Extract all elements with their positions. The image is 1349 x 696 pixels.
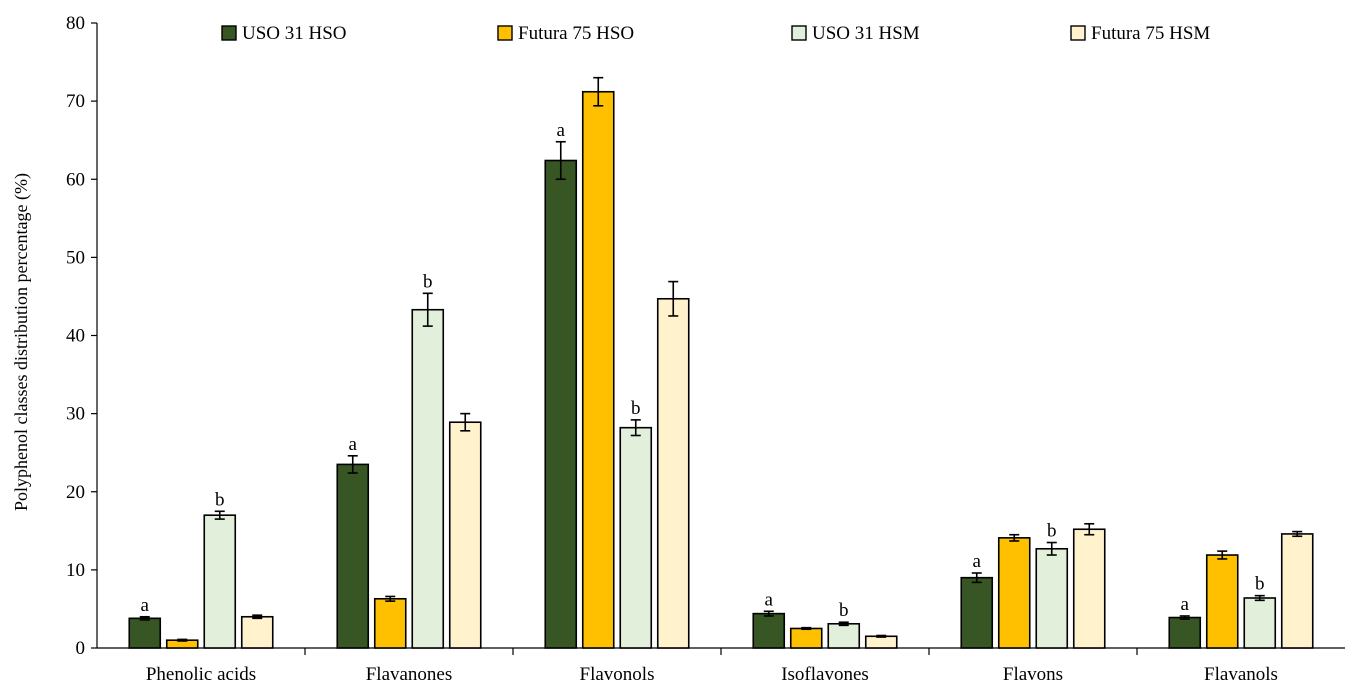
- legend-swatch: [497, 25, 513, 41]
- bar: [1072, 528, 1106, 649]
- axes: 0 10 20 30 40 50 60 70 80 Phenolic acids Flavanone…: [66, 13, 1345, 685]
- significance-label: b: [839, 600, 849, 621]
- significance-label: a: [557, 120, 566, 141]
- bar: [581, 90, 615, 649]
- bar: [336, 463, 370, 649]
- legend-swatch: [791, 25, 807, 41]
- significance-label: b: [215, 489, 225, 510]
- y-axis-label: Polyphenol classes distribution percenta…: [11, 173, 32, 511]
- y-tick-label: 30: [66, 404, 85, 425]
- significance-label: b: [1047, 521, 1057, 542]
- legend-swatch: [221, 25, 237, 41]
- y-tick-label: 40: [66, 326, 85, 347]
- x-tick-label: Flavons: [1003, 664, 1063, 685]
- bar: [544, 159, 578, 649]
- bar: [997, 537, 1031, 649]
- y-tick-label: 60: [66, 169, 85, 190]
- x-tick-label: Isoflavones: [781, 664, 869, 685]
- significance-label: a: [349, 434, 358, 455]
- bar: [203, 514, 237, 649]
- bar: [1205, 554, 1239, 649]
- bar: [1168, 616, 1202, 649]
- x-tick-label: Phenolic acids: [146, 664, 256, 685]
- bar: [789, 627, 823, 649]
- bar: [373, 597, 407, 649]
- bars: a b a b a b a b a b a b: [128, 76, 1314, 649]
- bar: [960, 576, 994, 649]
- bar: [411, 308, 445, 649]
- bar: [448, 421, 482, 649]
- legend-label: USO 31 HSO: [242, 23, 347, 44]
- legend-swatch: [1070, 25, 1086, 41]
- x-tick-label: Flavonols: [580, 664, 655, 685]
- significance-label: b: [631, 398, 641, 419]
- x-tick-label: Flavanols: [1204, 664, 1278, 685]
- bar: [752, 612, 786, 649]
- bar: [619, 426, 653, 649]
- y-tick-label: 70: [66, 91, 85, 112]
- significance-label: a: [1181, 594, 1190, 615]
- significance-label: b: [1255, 574, 1265, 595]
- y-tick-label: 50: [66, 247, 85, 268]
- y-tick-label: 10: [66, 560, 85, 581]
- legend-label: Futura 75 HSO: [518, 23, 634, 44]
- significance-label: a: [973, 551, 982, 572]
- bar: [827, 622, 861, 649]
- bar: [128, 617, 162, 649]
- bar: [864, 635, 898, 649]
- significance-label: a: [141, 595, 150, 616]
- significance-label: b: [423, 271, 433, 292]
- x-tick-label: Flavanones: [366, 664, 453, 685]
- legend: USO 31 HSO Futura 75 HSO USO 31 HSM Futura …: [221, 23, 1210, 44]
- bar: [1280, 533, 1314, 649]
- legend-label: Futura 75 HSM: [1091, 23, 1210, 44]
- bar: [1035, 547, 1069, 649]
- significance-label: a: [765, 589, 774, 610]
- legend-label: USO 31 HSM: [812, 23, 920, 44]
- bar: [240, 615, 274, 649]
- bar: [1243, 597, 1277, 649]
- bar: [656, 297, 690, 649]
- y-tick-label: 0: [76, 638, 86, 659]
- y-tick-label: 20: [66, 482, 85, 503]
- y-tick-label: 80: [66, 13, 85, 34]
